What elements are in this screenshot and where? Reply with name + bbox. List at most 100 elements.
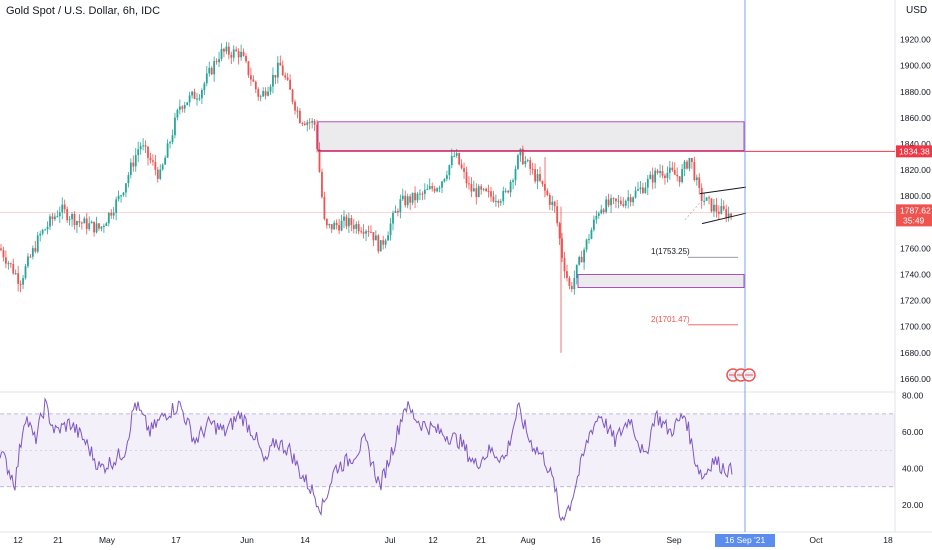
candle-body — [49, 216, 51, 227]
candle-body — [225, 46, 228, 52]
candle-body — [499, 201, 502, 203]
target-label: 1(1753.25) — [651, 247, 690, 256]
candle-body — [409, 196, 412, 203]
candle-body — [17, 273, 20, 284]
candle-body — [615, 198, 617, 202]
candle-body — [428, 186, 431, 190]
candle-body — [536, 174, 539, 182]
price-tick-label: 1720.00 — [900, 296, 931, 306]
candle-body — [561, 238, 563, 258]
candle-body — [254, 81, 257, 90]
candle-body — [367, 231, 370, 233]
candle-body — [700, 187, 703, 201]
resistance-price-tag — [896, 145, 932, 158]
candle-body — [433, 188, 436, 192]
candle-body — [338, 225, 340, 231]
candle-body — [419, 193, 421, 195]
candle-body — [205, 73, 208, 84]
candle-body — [553, 201, 556, 207]
candle-body — [66, 209, 69, 221]
candle-body — [710, 198, 713, 212]
candle-body — [95, 223, 98, 233]
chart-title: Gold Spot / U.S. Dollar, 6h, IDC — [6, 5, 161, 17]
candle-body — [306, 122, 309, 126]
candle-body — [7, 263, 10, 265]
candle-body — [676, 174, 679, 177]
candle-body — [475, 188, 478, 198]
candle-body — [117, 195, 120, 200]
candle-body — [654, 170, 657, 183]
candle-body — [27, 256, 29, 267]
candle-body — [286, 77, 289, 80]
rsi-layer — [0, 396, 895, 522]
candle-body — [0, 248, 2, 251]
candle-body — [193, 91, 196, 99]
candle-body — [183, 104, 186, 109]
candle-body — [534, 169, 536, 182]
supply-demand-zone — [317, 121, 745, 151]
candle-body — [612, 198, 615, 200]
candle-body — [240, 51, 242, 58]
candle-body — [340, 220, 343, 231]
candle-body — [539, 174, 541, 181]
price-tick-label: 1840.00 — [900, 139, 931, 149]
time-axis[interactable]: 1221May17Jun14Jul1221Aug16Sep05:00Oct181… — [13, 534, 893, 547]
candle-body — [156, 169, 159, 179]
candle-body — [330, 224, 333, 230]
candle-body — [678, 176, 681, 183]
candle-body — [215, 61, 218, 63]
time-tick-label: May — [99, 535, 116, 545]
candle-body — [377, 235, 380, 252]
candle-body — [512, 180, 514, 182]
candle-body — [558, 223, 561, 239]
candle-body — [220, 48, 223, 59]
candle-body — [507, 190, 510, 193]
economic-events[interactable] — [726, 368, 756, 382]
candle-body — [703, 200, 706, 202]
candle-body — [683, 161, 686, 169]
candle-body — [218, 58, 220, 63]
candle-body — [5, 257, 7, 264]
currency-label[interactable]: USD — [906, 5, 928, 16]
price-axis[interactable]: 1920.00 1900.00 1880.00 1860.00 1840.00 1820.… — [896, 35, 932, 510]
rsi-tick-label: 60.00 — [902, 427, 924, 437]
candle-body — [333, 222, 336, 230]
candle-body — [68, 219, 71, 221]
candle-body — [41, 229, 44, 234]
countdown-label: 35:49 — [903, 215, 925, 225]
candle-body — [98, 223, 100, 229]
candle-body — [14, 273, 17, 275]
candle-body — [438, 187, 441, 189]
candle-body — [352, 225, 355, 229]
candle-body — [242, 51, 245, 56]
candle-body — [176, 109, 179, 118]
candle-body — [597, 213, 600, 216]
candle-body — [235, 49, 238, 52]
candle-body — [392, 212, 394, 224]
candle-body — [198, 98, 201, 100]
candle-body — [593, 219, 595, 230]
candle-body — [691, 157, 693, 162]
candle-body — [619, 200, 622, 205]
time-tick-label: 18 — [883, 535, 893, 545]
candle-body — [487, 191, 490, 193]
price-tick-label: 1700.00 — [900, 322, 931, 332]
candle-body — [201, 90, 203, 99]
time-tick-label: Jul — [385, 535, 396, 545]
candle-body — [722, 206, 725, 210]
candle-body — [443, 178, 446, 182]
candle-body — [573, 277, 576, 290]
candle-body — [622, 204, 625, 206]
candle-body — [107, 212, 110, 224]
candle-body — [504, 190, 507, 192]
candle-body — [174, 117, 176, 136]
candle-body — [458, 153, 461, 165]
candle-body — [127, 175, 130, 184]
candle-body — [132, 162, 135, 167]
candle-body — [291, 89, 294, 102]
candle-body — [617, 200, 620, 202]
candle-body — [9, 263, 12, 265]
candle-body — [468, 183, 470, 185]
candle-body — [191, 91, 193, 96]
